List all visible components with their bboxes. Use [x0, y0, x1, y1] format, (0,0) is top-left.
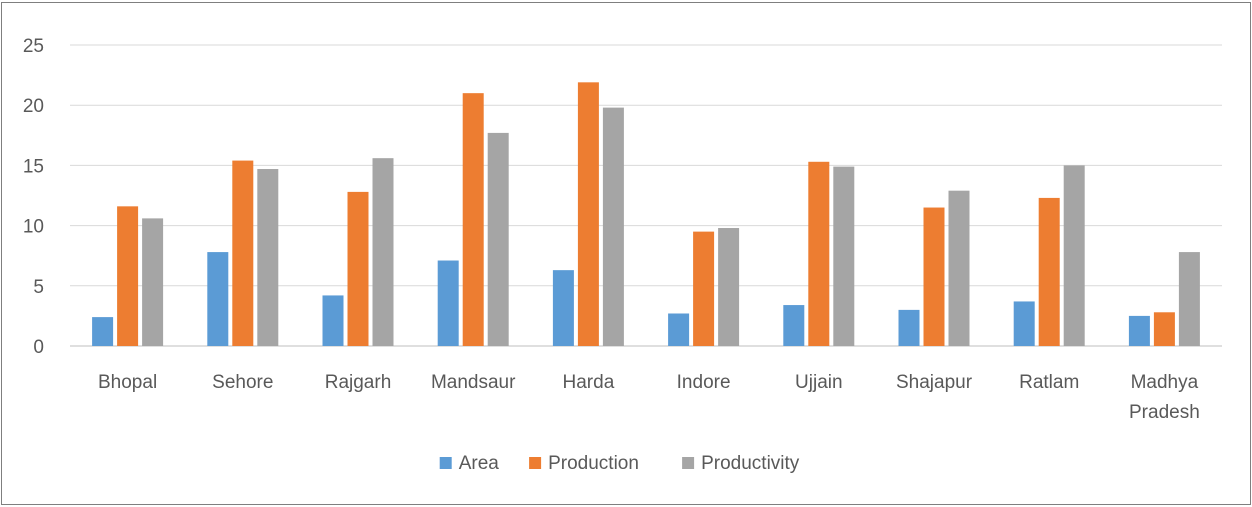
bar-area-madhya-pradesh — [1128, 315, 1150, 346]
bar-productivity-indore — [718, 228, 740, 346]
x-category-label: Pradesh — [1129, 402, 1200, 423]
y-tick-label: 5 — [33, 277, 44, 298]
legend-label-productivity: Productivity — [701, 453, 800, 474]
y-tick-label: 25 — [23, 36, 44, 57]
bar-production-indore — [693, 231, 715, 346]
legend-swatch-productivity — [682, 457, 695, 469]
bar-production-mandsaur — [462, 93, 484, 346]
y-tick-label: 15 — [23, 156, 44, 177]
bar-area-shajapur — [898, 309, 920, 346]
x-category-label: Rajgarh — [325, 372, 392, 393]
x-category-label: Shajapur — [896, 372, 973, 393]
bar-production-harda — [577, 82, 599, 346]
bar-area-ratlam — [1013, 301, 1035, 346]
bar-area-harda — [552, 270, 574, 346]
x-category-label: Indore — [677, 372, 731, 393]
x-category-label: Bhopal — [98, 372, 157, 393]
bar-production-shajapur — [923, 207, 945, 346]
bar-area-indore — [668, 313, 690, 346]
bar-productivity-shajapur — [948, 190, 970, 346]
bar-area-sehore — [207, 252, 229, 346]
bar-production-madhya-pradesh — [1153, 312, 1175, 346]
bar-production-sehore — [232, 160, 254, 346]
bar-area-mandsaur — [437, 260, 459, 346]
bar-productivity-ujjain — [833, 166, 855, 346]
bar-productivity-bhopal — [142, 218, 164, 346]
bar-area-bhopal — [92, 317, 114, 346]
y-tick-label: 0 — [33, 337, 44, 358]
bar-productivity-sehore — [257, 169, 279, 346]
bar-area-rajgarh — [322, 295, 344, 346]
bar-productivity-mandsaur — [487, 132, 509, 346]
bar-production-bhopal — [117, 206, 139, 346]
legend-swatch-area — [439, 457, 452, 469]
x-category-label: Harda — [563, 372, 615, 393]
x-category-label: Madhya — [1131, 372, 1199, 393]
legend-swatch-production — [529, 457, 542, 469]
bar-productivity-rajgarh — [372, 158, 394, 346]
bar-productivity-madhya-pradesh — [1178, 252, 1200, 346]
legend-label-production: Production — [548, 453, 639, 474]
x-category-label: Ratlam — [1019, 372, 1079, 393]
legend-label-area: Area — [459, 453, 500, 474]
bar-area-ujjain — [783, 305, 805, 346]
x-category-label: Mandsaur — [431, 372, 516, 393]
y-tick-label: 20 — [23, 96, 44, 117]
bar-productivity-ratlam — [1063, 165, 1085, 346]
bar-productivity-harda — [602, 107, 624, 346]
x-category-label: Sehore — [212, 372, 273, 393]
x-category-label: Ujjain — [795, 372, 843, 393]
y-tick-label: 10 — [23, 217, 44, 238]
bar-production-ratlam — [1038, 197, 1060, 346]
bar-production-rajgarh — [347, 191, 369, 346]
bar-production-ujjain — [808, 161, 830, 346]
